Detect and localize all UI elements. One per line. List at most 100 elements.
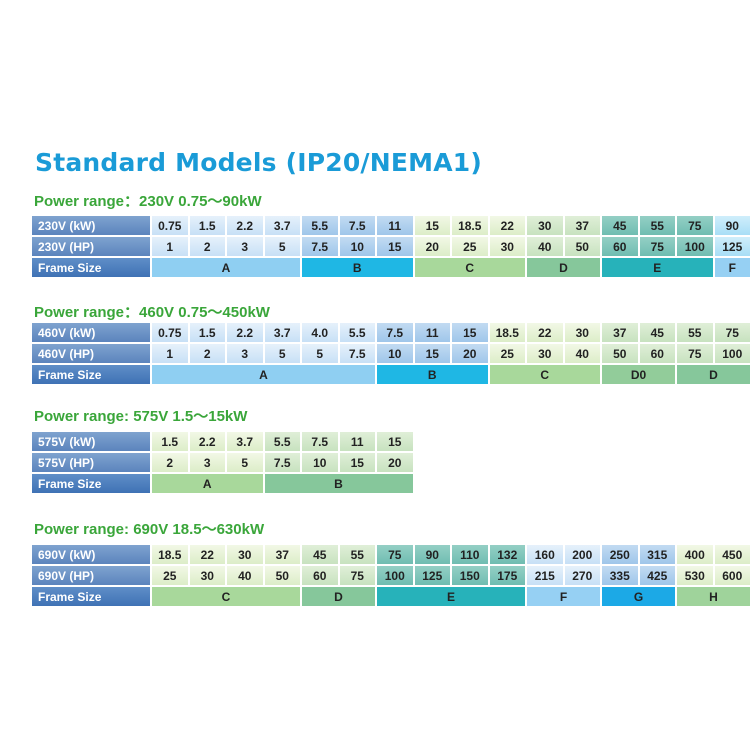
table-row: 690V (kW) 18.5 22 30 37 45 55 75 90 110 132 160 200 2… [32, 545, 750, 564]
table-cell: 3.7 [227, 432, 263, 451]
frame-size-segment: D [527, 258, 600, 277]
table-cell: 270 [564, 566, 600, 585]
row-header: 690V (kW) [32, 545, 150, 564]
table-cell: 125 [414, 566, 450, 585]
table-cell: 5.5 [264, 432, 300, 451]
table-row: 575V (HP) 2 3 5 7.5 10 15 20 [32, 453, 413, 472]
table-cell: 30 [527, 216, 563, 235]
table-cell: 22 [489, 216, 525, 235]
frame-size-segment: G [602, 587, 675, 606]
frame-size-segment: B [302, 258, 413, 277]
table-cell: 7.5 [339, 344, 375, 363]
table-cell: 3.7 [264, 323, 300, 342]
row-header: 460V (HP) [32, 344, 150, 363]
frame-size-segment: B [377, 365, 488, 384]
frame-size-segment: A [152, 365, 375, 384]
table-cell: 7.5 [377, 323, 413, 342]
table-cell: 5.5 [302, 216, 338, 235]
table-cell: 22 [189, 545, 225, 564]
row-header: 230V (kW) [32, 216, 150, 235]
frame-size-header: Frame Size [32, 258, 150, 277]
row-header: 690V (HP) [32, 566, 150, 585]
table-row: 230V (kW) 0.75 1.5 2.2 3.7 5.5 7.5 11 15 18.5 22 30… [32, 216, 750, 235]
table-cell: 5 [264, 344, 300, 363]
section-title-230v: Power range：230V 0.75～90kW [34, 193, 262, 210]
table-cell: 20 [414, 237, 450, 256]
frame-size-segment: E [377, 587, 525, 606]
table-cell: 2.2 [227, 323, 263, 342]
table-cell: 315 [639, 545, 675, 564]
table-cell: 45 [602, 216, 638, 235]
table-cell: 1.5 [189, 323, 225, 342]
row-header: 230V (HP) [32, 237, 150, 256]
table-cell: 110 [452, 545, 488, 564]
table-cell: 55 [339, 545, 375, 564]
table-cell: 18.5 [152, 545, 188, 564]
frame-size-segment: B [264, 474, 413, 493]
frame-size-segment: A [152, 474, 263, 493]
table-cell: 37 [564, 216, 600, 235]
table-cell: 10 [377, 344, 413, 363]
table-cell: 5.5 [339, 323, 375, 342]
table-cell: 100 [714, 344, 750, 363]
table-cell: 18.5 [489, 323, 525, 342]
table-cell: 37 [602, 323, 638, 342]
section-title-575v: Power range: 575V 1.5～15kW [34, 408, 248, 425]
frame-size-row: Frame Size A B C D0 D [32, 365, 750, 384]
table-row: 690V (HP) 25 30 40 50 60 75 100 125 150 175 215 270 3… [32, 566, 750, 585]
table-cell: 15 [377, 237, 413, 256]
table-cell: 215 [527, 566, 563, 585]
table-cell: 60 [302, 566, 338, 585]
frame-size-segment: E [602, 258, 713, 277]
frame-size-header: Frame Size [32, 587, 150, 606]
table-cell: 335 [602, 566, 638, 585]
table-row: 230V (HP) 1 2 3 5 7.5 10 15 20 25 30 40 50 60 75 100 125 [32, 237, 750, 256]
table-cell: 2 [152, 453, 188, 472]
table-cell: 160 [527, 545, 563, 564]
table-cell: 75 [714, 323, 750, 342]
frame-size-header: Frame Size [32, 365, 150, 384]
table-cell: 20 [452, 344, 488, 363]
section-title-690v: Power range: 690V 18.5～630kW [34, 521, 265, 538]
frame-size-row: Frame Size A B C D E F [32, 258, 750, 277]
table-cell: 30 [527, 344, 563, 363]
table-cell: 15 [414, 344, 450, 363]
table-cell: 90 [714, 216, 750, 235]
table-cell: 45 [302, 545, 338, 564]
table-cell: 4.0 [302, 323, 338, 342]
table-cell: 200 [564, 545, 600, 564]
table-cell: 75 [339, 566, 375, 585]
frame-size-segment: D [677, 365, 750, 384]
table-cell: 15 [377, 432, 413, 451]
table-cell: 45 [639, 323, 675, 342]
table-cell: 400 [677, 545, 713, 564]
table-cell: 1.5 [152, 432, 188, 451]
table-cell: 7.5 [302, 432, 338, 451]
row-header: 575V (kW) [32, 432, 150, 451]
table-cell: 30 [489, 237, 525, 256]
table-cell: 7.5 [264, 453, 300, 472]
frame-size-segment: F [714, 258, 750, 277]
table-cell: 30 [189, 566, 225, 585]
row-header: 460V (kW) [32, 323, 150, 342]
frame-size-segment: C [489, 365, 600, 384]
frame-size-segment: A [152, 258, 300, 277]
table-cell: 18.5 [452, 216, 488, 235]
table-cell: 1 [152, 237, 188, 256]
table-cell: 75 [639, 237, 675, 256]
table-cell: 7.5 [339, 216, 375, 235]
table-cell: 25 [152, 566, 188, 585]
table-cell: 60 [602, 237, 638, 256]
table-cell: 10 [339, 237, 375, 256]
table-cell: 3 [189, 453, 225, 472]
table-cell: 50 [264, 566, 300, 585]
table-cell: 30 [227, 545, 263, 564]
table-cell: 20 [377, 453, 413, 472]
table-cell: 40 [527, 237, 563, 256]
spec-table-460v: 460V (kW) 0.75 1.5 2.2 3.7 4.0 5.5 7.5 11 15 18.5 2… [32, 323, 750, 386]
table-cell: 0.75 [152, 323, 188, 342]
table-cell: 40 [227, 566, 263, 585]
table-cell: 530 [677, 566, 713, 585]
table-cell: 250 [602, 545, 638, 564]
table-cell: 75 [377, 545, 413, 564]
